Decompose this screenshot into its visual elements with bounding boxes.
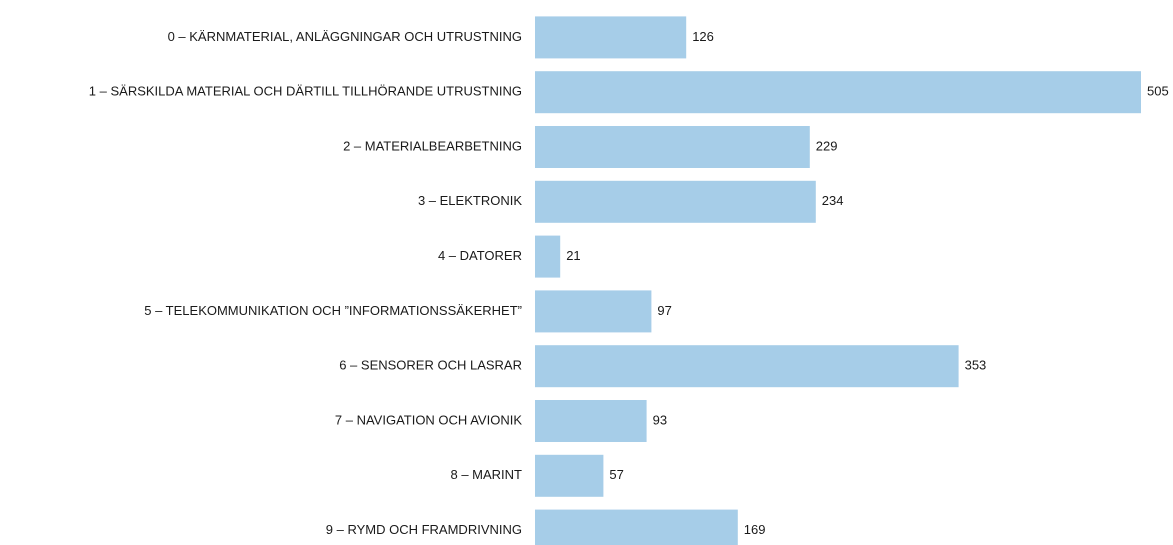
value-label: 57 [609, 467, 623, 482]
category-label: 1 – SÄRSKILDA MATERIAL OCH DÄRTILL TILLH… [89, 84, 522, 99]
value-label: 126 [692, 29, 714, 44]
value-label: 97 [657, 303, 671, 318]
value-label: 353 [965, 358, 987, 373]
value-label: 169 [744, 522, 766, 537]
category-label: 7 – NAVIGATION OCH AVIONIK [335, 412, 522, 427]
category-label: 4 – DATORER [438, 248, 522, 263]
bar [535, 126, 810, 168]
value-label: 505 [1147, 84, 1169, 99]
category-label: 6 – SENSORER OCH LASRAR [339, 358, 522, 373]
value-label: 21 [566, 248, 580, 263]
category-label: 5 – TELEKOMMUNIKATION OCH ”INFORMATIONSS… [144, 303, 522, 318]
category-label: 8 – MARINT [450, 467, 522, 482]
value-label: 229 [816, 138, 838, 153]
bar [535, 454, 604, 497]
bar [535, 71, 1141, 114]
bar [535, 290, 652, 333]
bar [535, 400, 647, 442]
value-label: 93 [653, 412, 667, 427]
bar [535, 235, 561, 278]
category-label: 2 – MATERIALBEARBETNING [343, 138, 522, 153]
value-label: 234 [822, 193, 844, 208]
category-label: 9 – RYMD OCH FRAMDRIVNING [326, 522, 522, 537]
category-label: 3 – ELEKTRONIK [418, 193, 522, 208]
bar [535, 180, 816, 223]
bar [535, 16, 687, 59]
bar [535, 345, 959, 388]
category-label: 0 – KÄRNMATERIAL, ANLÄGGNINGAR OCH UTRUS… [168, 29, 522, 44]
bar [535, 509, 738, 545]
